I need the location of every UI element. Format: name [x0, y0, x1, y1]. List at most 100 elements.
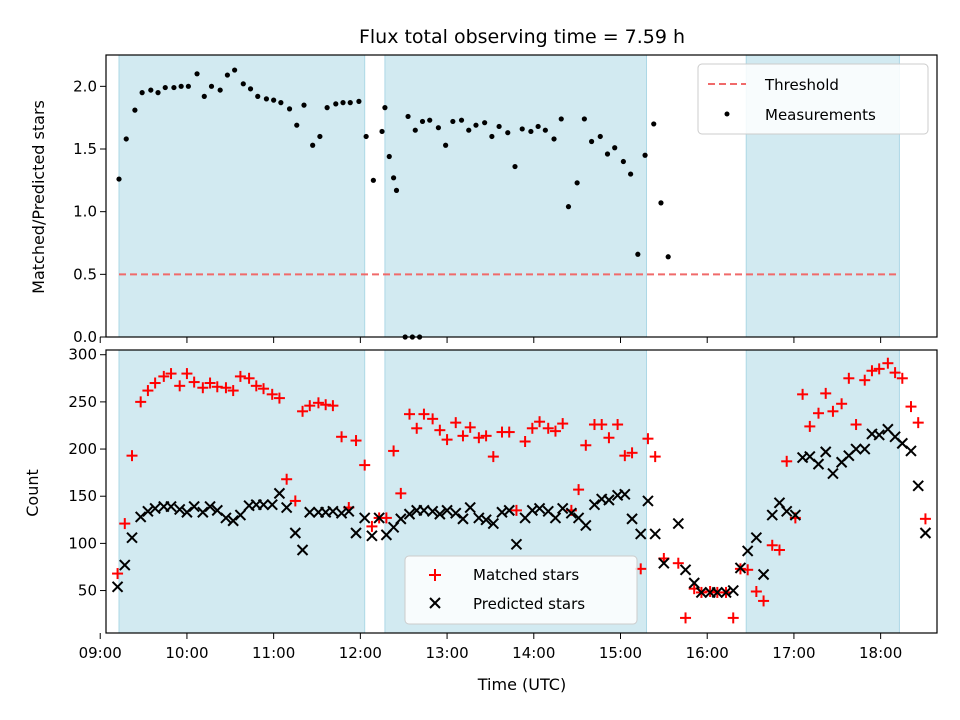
matched-star-point [149, 377, 161, 389]
ratio-y-axis-label: Matched/Predicted stars [29, 100, 48, 294]
matched-star-point [457, 430, 469, 442]
measurement-point [247, 86, 254, 92]
matched-star-point [112, 568, 124, 580]
y-tick-label: 200 [68, 440, 97, 458]
predicted-star-point [173, 503, 186, 516]
predicted-star-point [556, 502, 569, 515]
x-tick-label: 13:00 [425, 644, 468, 662]
threshold-legend-label: Threshold [764, 76, 839, 94]
figure-title: Flux total observing time = 7.59 h [359, 26, 685, 48]
predicted-star-stroke [820, 446, 832, 458]
observing-window-shade [118, 349, 366, 634]
predicted-star-stroke [227, 515, 239, 527]
predicted-star-stroke [526, 504, 539, 517]
predicted-star-stroke [134, 511, 147, 523]
predicted-star-stroke [741, 545, 754, 557]
matched-star-point [827, 405, 839, 417]
predicted-star-stroke [350, 527, 362, 539]
matched-star-point [304, 400, 316, 412]
predicted-star-point [658, 557, 670, 569]
ratio-legend-box [697, 63, 929, 135]
matched-star-point [312, 397, 324, 409]
predicted-star-stroke [635, 528, 647, 540]
predicted-star-stroke [181, 506, 193, 518]
measurement-point [171, 84, 177, 91]
measurement-point [382, 105, 388, 111]
matched-star-point [165, 368, 177, 380]
predicted-star-stroke [896, 437, 909, 450]
matched-star-point [804, 420, 816, 432]
predicted-star-stroke [588, 498, 601, 511]
predicted-star-point [812, 458, 825, 470]
matched-star-point [912, 417, 924, 429]
measurement-point [363, 133, 369, 140]
predicted-star-stroke [464, 501, 476, 514]
measurement-point [255, 93, 261, 99]
predicted-star-stroke [542, 505, 554, 518]
predicted-star-stroke [750, 532, 763, 544]
predicted-star-stroke [426, 505, 439, 518]
predicted-star-point [165, 500, 177, 513]
matched-star-point [866, 365, 878, 377]
matched-star-point [519, 436, 531, 448]
measurement-point [123, 136, 129, 142]
time-x-axis: 09:00 10:00 11:00 12:00 13:00 14:00 15:00 16:00… [79, 633, 902, 662]
matched-star-point [227, 385, 239, 397]
predicted-star-stroke [695, 586, 708, 599]
matched-star-point [181, 368, 193, 380]
predicted-star-stroke [243, 499, 255, 512]
predicted-star-stroke [711, 586, 724, 599]
predicted-star-stroke [304, 506, 316, 518]
predicted-star-stroke [734, 562, 747, 574]
predicted-star-point [134, 511, 147, 523]
matched-star-point [395, 487, 407, 499]
measurement-point [519, 126, 525, 132]
measurement-point [148, 87, 154, 93]
matched-star-point [480, 430, 492, 442]
y-tick-label: 300 [68, 346, 97, 364]
measurements-legend-label: Measurements [765, 106, 876, 124]
predicted-star-stroke [220, 512, 232, 524]
y-tick-label: 50 [78, 582, 97, 600]
matched-star-point [612, 419, 624, 431]
ratio-panel-frame [105, 54, 938, 338]
predicted-star-point [358, 512, 371, 524]
matched-star-point [473, 432, 485, 444]
predicted-star-stroke [827, 467, 839, 480]
predicted-star-stroke [257, 498, 270, 511]
measurement-point [390, 175, 397, 181]
x-axis-label: Time (UTC) [477, 675, 566, 694]
matched-star-point [580, 439, 592, 451]
matched-star-point [750, 585, 762, 597]
predicted-star-stroke [211, 504, 223, 517]
matched-star-point [464, 421, 476, 433]
predicted-star-point [119, 559, 131, 571]
predicted-star-point [905, 445, 917, 457]
matched-star-point [380, 512, 392, 524]
measurement-point [132, 107, 138, 113]
predicted-star-point [289, 527, 302, 539]
predicted-star-point [450, 507, 462, 519]
predicted-star-point [366, 530, 378, 542]
predicted-star-stroke [142, 505, 154, 518]
measurement-point [419, 118, 426, 125]
measurement-point [665, 254, 671, 260]
x-tick-label: 10:00 [165, 644, 208, 662]
measurement-point [356, 98, 362, 104]
measurement-point [301, 102, 307, 108]
predicted-star-stroke [789, 509, 802, 521]
predicted-star-stroke [565, 507, 578, 519]
measurement-point [347, 100, 353, 106]
matched-star-point [797, 388, 809, 400]
measurement-point [604, 151, 611, 157]
predicted-star-stroke [619, 488, 631, 501]
matched-star-point [427, 413, 439, 425]
measurement-point [505, 130, 511, 136]
matched-star-point [418, 408, 430, 420]
measurement-point [240, 81, 246, 87]
predicted-star-point [487, 517, 500, 530]
matched-star-point [603, 432, 615, 444]
measurement-point [635, 251, 641, 257]
predicted-star-point [126, 532, 138, 544]
measurement-point [620, 158, 626, 165]
